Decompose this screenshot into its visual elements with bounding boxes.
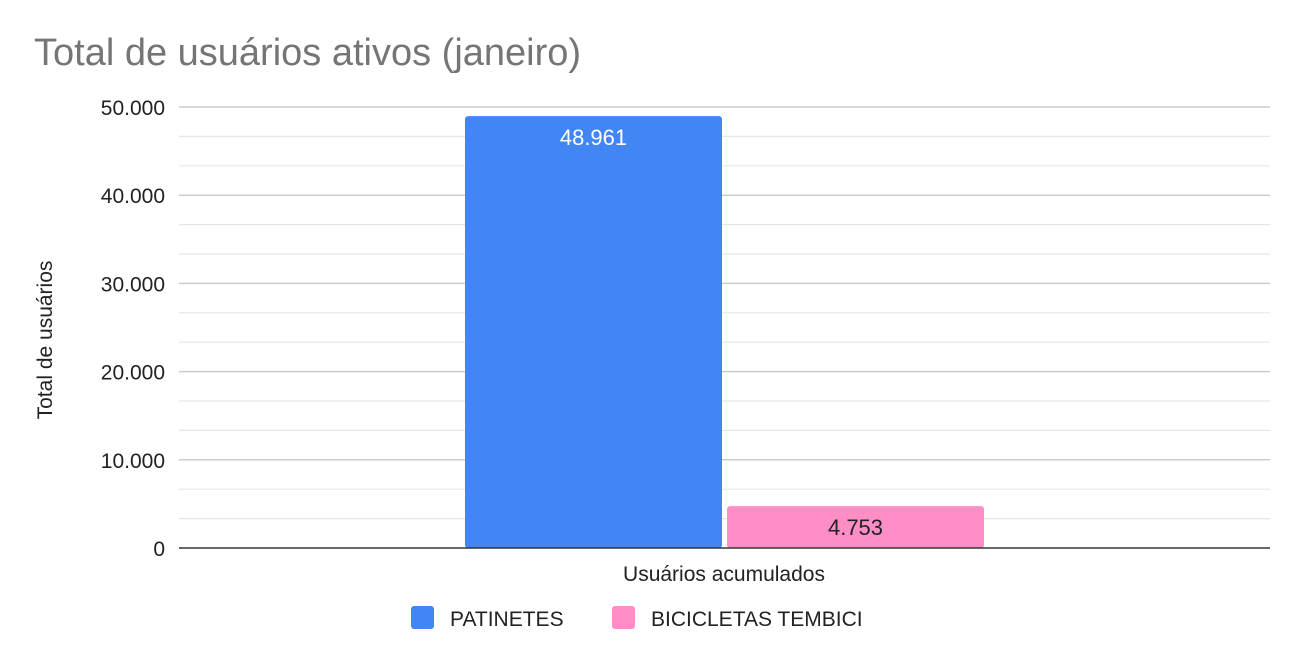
chart-title: Total de usuários ativos (janeiro) — [34, 32, 581, 74]
bar-1 — [727, 506, 984, 548]
y-tick-label: 50.000 — [101, 97, 165, 120]
bar-0 — [465, 116, 722, 549]
y-tick-label: 40.000 — [101, 185, 165, 208]
legend-label: PATINETES — [450, 608, 564, 631]
legend-swatch — [612, 606, 635, 629]
y-axis-title: Total de usuários — [34, 261, 57, 420]
y-tick-label: 0 — [153, 538, 165, 561]
y-tick-label: 20.000 — [101, 362, 165, 385]
bars: 48.961 4.753 — [465, 116, 984, 549]
bar-data-label: 48.961 — [560, 125, 627, 150]
legend-label: BICICLETAS TEMBICI — [651, 608, 863, 631]
x-axis-title: Usuários acumulados — [623, 563, 825, 586]
y-tick-label: 30.000 — [101, 273, 165, 296]
legend: PATINETES BICICLETAS TEMBICI — [411, 606, 863, 631]
y-tick-label: 10.000 — [101, 450, 165, 473]
bar-data-label: 4.753 — [828, 515, 883, 540]
legend-swatch — [411, 606, 434, 629]
gridlines — [179, 106, 1270, 520]
y-axis-ticks: 0 10.000 20.000 30.000 40.000 50.000 — [101, 97, 165, 561]
